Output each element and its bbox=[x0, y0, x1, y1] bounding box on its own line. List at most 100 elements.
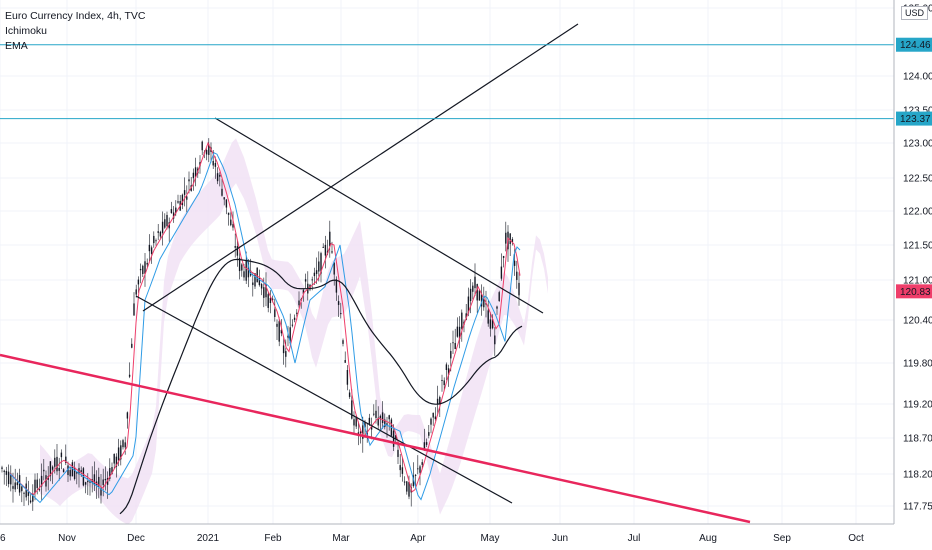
candle-body bbox=[87, 480, 89, 483]
candle-body bbox=[208, 144, 210, 155]
candle-body bbox=[155, 240, 157, 242]
candle-body bbox=[498, 292, 500, 302]
x-tick-label: 2021 bbox=[197, 533, 220, 544]
candle-body bbox=[40, 475, 43, 487]
candle-body bbox=[58, 468, 60, 471]
candle-body bbox=[408, 481, 410, 497]
candle-body bbox=[346, 370, 349, 385]
candle-body bbox=[430, 418, 432, 425]
candle-body bbox=[1, 467, 3, 469]
y-tick-label: 118.20 bbox=[903, 470, 932, 481]
candle-body bbox=[403, 481, 406, 483]
candle-body bbox=[142, 265, 144, 275]
candle-body bbox=[373, 413, 375, 415]
candle-body bbox=[302, 290, 305, 294]
candle-body bbox=[153, 235, 155, 244]
indicator-ema[interactable]: EMA bbox=[5, 40, 28, 52]
y-tick-label: 117.75 bbox=[903, 502, 932, 513]
candle-body bbox=[43, 469, 45, 472]
candle-body bbox=[375, 410, 377, 418]
symbol-title[interactable]: Euro Currency Index, 4h, TVC bbox=[5, 10, 146, 22]
candle-body bbox=[370, 426, 373, 430]
candle-body bbox=[293, 317, 296, 320]
price-label-box bbox=[896, 111, 932, 126]
candle-body bbox=[120, 445, 122, 460]
candle-body bbox=[45, 475, 47, 487]
candle-body bbox=[456, 326, 459, 337]
candle-body bbox=[104, 478, 107, 481]
candle-body bbox=[485, 303, 487, 305]
candle-body bbox=[274, 309, 276, 317]
candle-body bbox=[329, 231, 331, 247]
candle-body bbox=[353, 419, 355, 426]
candle-body bbox=[425, 442, 428, 445]
currency-badge[interactable]: USD bbox=[900, 6, 928, 20]
candle-body bbox=[225, 199, 228, 208]
candle-body bbox=[166, 214, 168, 227]
x-tick-label: May bbox=[481, 533, 500, 544]
candle-body bbox=[128, 374, 131, 377]
candle-body bbox=[144, 261, 146, 274]
candle-body bbox=[518, 282, 520, 296]
candle-body bbox=[71, 462, 74, 477]
candle-body bbox=[483, 296, 485, 308]
candle-body bbox=[201, 141, 203, 151]
candle-body bbox=[516, 271, 518, 280]
candle-body bbox=[458, 326, 461, 340]
candle-body bbox=[362, 425, 364, 439]
candle-body bbox=[38, 489, 41, 491]
candle-body bbox=[122, 440, 124, 448]
candle-body bbox=[494, 335, 496, 345]
candle-body bbox=[313, 272, 316, 277]
candle-body bbox=[399, 465, 401, 471]
candle-body bbox=[414, 474, 417, 476]
candle-body bbox=[276, 323, 278, 327]
candle-body bbox=[395, 434, 397, 439]
trendline-rising bbox=[142, 23, 579, 312]
ichimoku-cloud bbox=[40, 138, 548, 525]
candle-body bbox=[491, 319, 494, 329]
candle-body bbox=[386, 423, 388, 425]
candle-body bbox=[443, 380, 445, 386]
candle-body bbox=[388, 415, 390, 420]
candle-body bbox=[98, 476, 100, 487]
candle-body bbox=[432, 412, 434, 418]
candle-body bbox=[324, 244, 327, 256]
candle-body bbox=[271, 298, 274, 301]
candle-body bbox=[221, 188, 223, 196]
candle-body bbox=[214, 162, 217, 167]
candle-body bbox=[267, 294, 269, 308]
candle-body bbox=[258, 278, 261, 286]
candle-body bbox=[100, 487, 102, 496]
candle-body bbox=[478, 290, 481, 301]
candle-body bbox=[168, 222, 170, 229]
candle-body bbox=[230, 219, 232, 226]
candle-body bbox=[335, 279, 338, 293]
candle-body bbox=[65, 456, 67, 463]
candle-body bbox=[489, 319, 492, 329]
candle-body bbox=[60, 452, 63, 458]
candle-body bbox=[364, 422, 366, 428]
x-tick-label: Feb bbox=[264, 533, 282, 544]
candle-body bbox=[126, 412, 129, 419]
candle-body bbox=[69, 470, 71, 477]
candle-body bbox=[355, 416, 357, 427]
candle-body bbox=[452, 342, 454, 344]
candle-body bbox=[496, 306, 498, 309]
candle-body bbox=[10, 473, 12, 485]
candle-body bbox=[223, 197, 225, 200]
candle-body bbox=[428, 432, 430, 436]
candle-body bbox=[434, 416, 437, 420]
candle-body bbox=[439, 397, 441, 405]
candle-body bbox=[32, 493, 34, 502]
candle-body bbox=[480, 294, 483, 307]
indicator-ichimoku[interactable]: Ichimoku bbox=[5, 25, 48, 37]
candle-body bbox=[269, 297, 272, 304]
candle-body bbox=[150, 247, 153, 254]
y-tick-label: 119.20 bbox=[903, 400, 932, 411]
candle-body bbox=[500, 266, 503, 279]
candle-body bbox=[172, 212, 175, 219]
candle-body bbox=[238, 257, 241, 272]
candle-body bbox=[243, 271, 245, 278]
